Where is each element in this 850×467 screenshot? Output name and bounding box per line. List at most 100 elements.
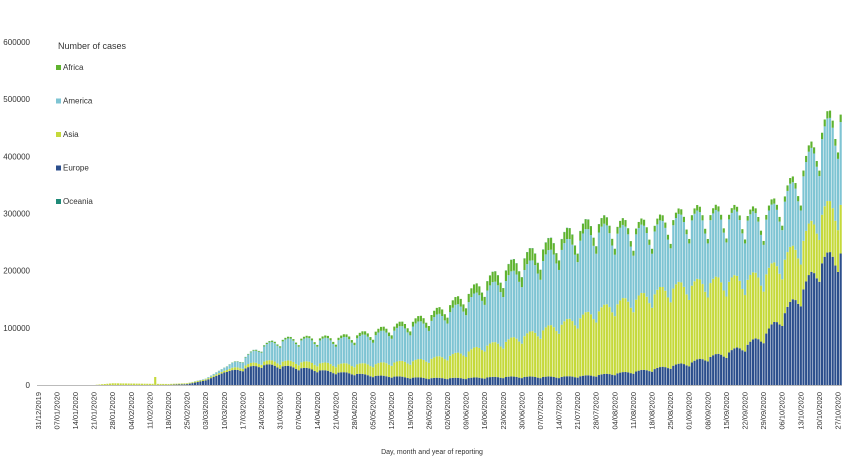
bar-africa (401, 321, 404, 327)
bar-europe (504, 377, 507, 385)
bar-europe (587, 375, 590, 385)
bar-africa (674, 212, 678, 219)
bar-asia (271, 360, 274, 365)
x-tick-label: 24/03/2020 (257, 392, 266, 430)
bar-africa (457, 296, 460, 305)
x-tick-label: 21/01/2020 (90, 392, 99, 430)
bar-europe (512, 376, 515, 385)
plot-area (95, 110, 842, 385)
bar-europe (366, 375, 369, 385)
bar-america (576, 262, 579, 329)
bar-america (783, 201, 786, 260)
bar-africa (470, 288, 473, 298)
bar-america (709, 220, 712, 284)
bar-america (385, 332, 388, 364)
bar-america (451, 307, 454, 355)
bar-america (605, 225, 608, 305)
bar-africa (276, 344, 279, 346)
bar-asia (116, 383, 120, 385)
bar-africa (247, 354, 250, 355)
bar-europe (621, 372, 624, 385)
x-tick-label: 30/06/2020 (517, 392, 526, 430)
bar-america (539, 279, 542, 339)
bar-africa (502, 288, 505, 297)
bar-america (680, 214, 683, 283)
bar-asia (544, 327, 547, 377)
bar-africa (781, 225, 784, 231)
bar-asia (279, 364, 282, 369)
y-tick-label: 100000 (3, 324, 30, 333)
bar-europe (648, 371, 651, 385)
bar-asia (507, 339, 510, 377)
bar-asia (300, 362, 303, 369)
bar-europe (457, 377, 460, 385)
bar-europe (502, 378, 505, 385)
bar-asia (478, 347, 481, 378)
bar-asia (465, 356, 468, 380)
x-tick-label: 05/05/2020 (369, 392, 378, 430)
x-tick-label: 07/01/2020 (52, 392, 61, 430)
bar-africa (807, 145, 810, 152)
bar-america (762, 244, 765, 292)
bar-europe (603, 373, 606, 385)
bar-europe (669, 368, 672, 385)
bar-africa (411, 321, 414, 327)
bar-europe (797, 303, 800, 385)
bar-america (443, 320, 446, 360)
bar-america (518, 281, 521, 342)
bar-europe (605, 373, 608, 385)
bar-asia (656, 289, 659, 368)
bar-america (560, 249, 563, 325)
bar-asia (502, 348, 505, 379)
bar-asia (738, 280, 741, 349)
bar-asia (130, 383, 133, 385)
bar-asia (640, 292, 643, 371)
bar-africa (746, 216, 749, 221)
bar-asia (619, 300, 622, 373)
bar-asia (318, 363, 322, 371)
bar-asia (425, 361, 428, 379)
bar-america (688, 243, 691, 300)
bar-africa (308, 336, 311, 339)
bar-america (738, 220, 741, 281)
legend-label-oceania: Oceania (63, 197, 93, 206)
bar-asia (491, 342, 494, 377)
y-tick-label: 200000 (3, 267, 30, 276)
bar-africa (728, 214, 731, 220)
bar-europe (778, 324, 781, 385)
bar-asia (382, 362, 385, 376)
bar-america (411, 326, 414, 362)
bar-asia (191, 382, 194, 384)
bar-africa (478, 286, 481, 296)
bar-europe (568, 376, 571, 385)
bar-asia (592, 319, 595, 377)
bar-asia (310, 362, 314, 370)
bar-asia (313, 364, 316, 372)
bar-europe (470, 377, 473, 385)
bar-asia (836, 230, 840, 272)
bar-europe (478, 377, 481, 385)
bar-asia (119, 383, 122, 385)
bar-america (348, 339, 351, 365)
bar-europe (722, 356, 725, 385)
bar-africa (765, 214, 768, 220)
bar-africa (279, 346, 282, 348)
bar-africa (454, 297, 457, 305)
x-tick-label: 09/06/2020 (462, 392, 471, 430)
bar-africa (560, 239, 563, 250)
bar-asia (552, 327, 555, 377)
bar-africa (666, 234, 670, 240)
bar-america (563, 243, 566, 322)
bar-africa (762, 240, 765, 245)
bar-africa (287, 336, 290, 339)
bar-america (770, 204, 773, 264)
bar-asia (682, 286, 685, 365)
bar-africa (619, 220, 622, 228)
bar-africa (268, 341, 271, 343)
bar-europe (217, 374, 221, 385)
bar-europe (581, 375, 585, 385)
bar-america (257, 351, 260, 365)
bar-america (294, 344, 298, 364)
bar-asia (627, 301, 630, 373)
bar-asia (539, 338, 542, 379)
